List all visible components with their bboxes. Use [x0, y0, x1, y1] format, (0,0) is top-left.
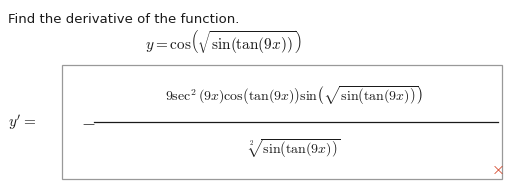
Bar: [62, 65, 502, 179]
Text: $9\sec^{2}(9x)\cos\!\left(\tan(9x)\right)\sin\!\left(\sqrt{\sin\!\left(\tan(9x)\: $9\sec^{2}(9x)\cos\!\left(\tan(9x)\right…: [165, 85, 423, 107]
Text: $\mathbf{\times}$: $\mathbf{\times}$: [492, 160, 504, 178]
Text: Find the derivative of the function.: Find the derivative of the function.: [8, 13, 239, 26]
Text: $\sqrt[2]{\sin\!\left(\tan(9x)\right)}$: $\sqrt[2]{\sin\!\left(\tan(9x)\right)}$: [247, 138, 341, 160]
Text: $-$: $-$: [81, 113, 96, 131]
Text: $y = \cos\!\left(\sqrt{\sin(\tan(9x))}\right)$: $y = \cos\!\left(\sqrt{\sin(\tan(9x))}\r…: [145, 29, 302, 56]
Text: $y^{\prime} =$: $y^{\prime} =$: [8, 112, 36, 132]
